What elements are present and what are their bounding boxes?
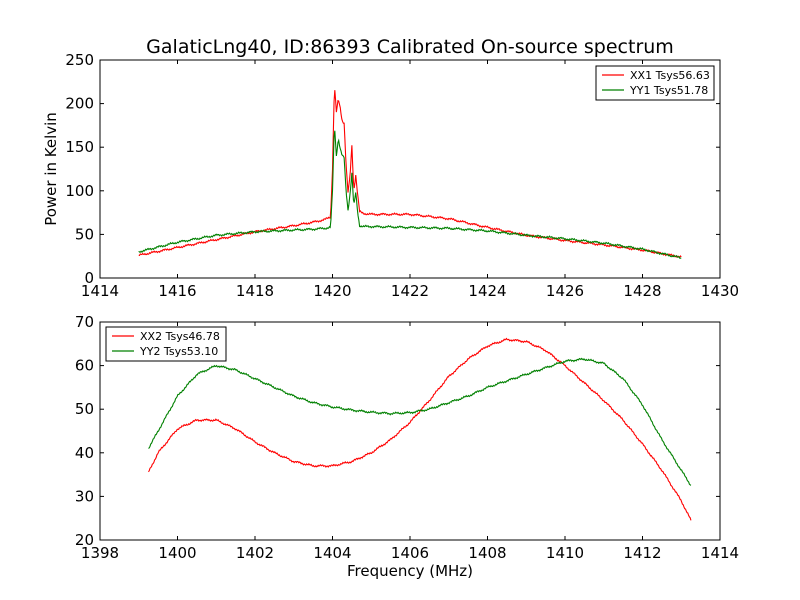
x-tick-label: 1428 (623, 282, 661, 300)
y-tick-label: 50 (75, 225, 94, 243)
bottom-panel: 1398 1400 1402 1404 1406 1408 1410 1412 1414 20 30… (75, 313, 739, 580)
legend: XX2 Tsys46.78 YY2 Tsys53.10 (105, 326, 227, 362)
legend-entry: YY1 Tsys51.78 (629, 84, 708, 97)
legend: XX1 Tsys56.63 YY1 Tsys51.78 (595, 65, 715, 101)
y-tick-label: 150 (65, 138, 94, 156)
x-tick-label: 1424 (468, 282, 506, 300)
legend-box (595, 65, 715, 101)
x-tick-label: 1406 (391, 544, 429, 562)
x-tick-label: 1412 (623, 544, 661, 562)
legend-entry: XX1 Tsys56.63 (630, 69, 710, 82)
chart-title: GalaticLng40, ID:86393 Calibrated On-sou… (146, 36, 674, 58)
legend-entry: YY2 Tsys53.10 (139, 345, 218, 358)
x-tick-label: 1414 (701, 544, 739, 562)
y-tick-label: 0 (84, 269, 94, 287)
legend-box (105, 326, 227, 362)
legend-entry: XX2 Tsys46.78 (140, 330, 220, 343)
x-tick-label: 1416 (158, 282, 196, 300)
x-tick-label: 1422 (391, 282, 429, 300)
x-tick-label: 1400 (158, 544, 196, 562)
x-tick-label: 1410 (546, 544, 584, 562)
top-panel: 1414 1416 1418 1420 1422 1424 1426 1428 1430 0 50 1… (42, 51, 739, 300)
x-tick-label: 1420 (313, 282, 351, 300)
y-tick-label: 50 (75, 400, 94, 418)
x-axis-label: Frequency (MHz) (347, 562, 473, 580)
x-tick-label: 1426 (546, 282, 584, 300)
x-tick-label: 1402 (236, 544, 274, 562)
y-axis-label: Power in Kelvin (42, 112, 60, 226)
x-tick-label: 1404 (313, 544, 351, 562)
y-tick-label: 40 (75, 444, 94, 462)
series-line-2 (148, 357, 692, 486)
x-tick-label: 1398 (81, 544, 119, 562)
y-tick-label: 100 (65, 182, 94, 200)
x-tick-label: 1414 (81, 282, 119, 300)
y-tick-label: 20 (75, 531, 94, 549)
x-tick-label: 1408 (468, 544, 506, 562)
series-line-1 (147, 337, 692, 521)
x-tick-label: 1430 (701, 282, 739, 300)
y-tick-label: 250 (65, 51, 94, 69)
y-tick-label: 60 (75, 357, 94, 375)
y-tick-label: 70 (75, 313, 94, 331)
x-tick-label: 1418 (236, 282, 274, 300)
series-line-2 (138, 130, 682, 259)
series-line-1 (138, 90, 682, 258)
y-tick-label: 30 (75, 487, 94, 505)
y-tick-label: 200 (65, 95, 94, 113)
